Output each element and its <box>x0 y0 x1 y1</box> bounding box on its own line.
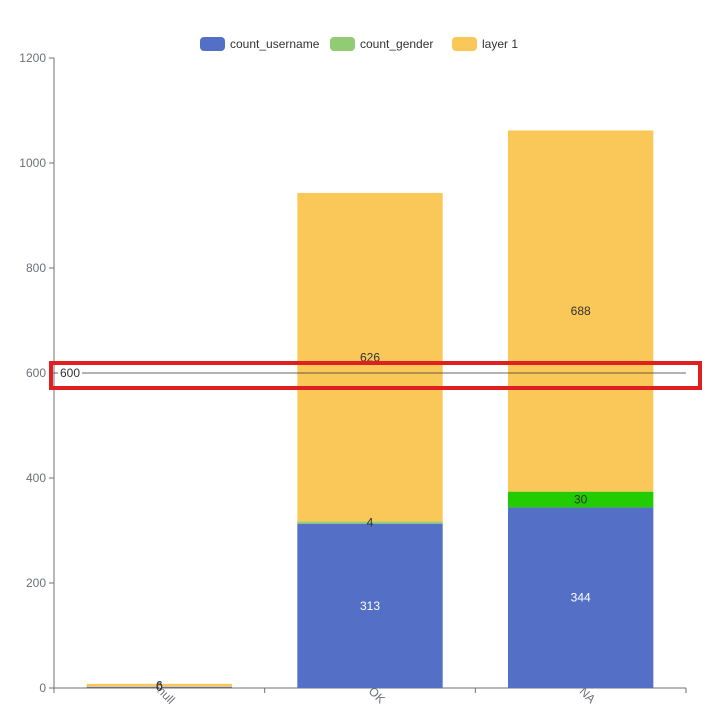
data-label: 6 <box>156 678 163 692</box>
bar-count_username-NA <box>507 507 654 688</box>
legend-swatch-count_username <box>200 37 225 51</box>
reference-label: 600 <box>60 366 80 380</box>
bars <box>86 130 654 688</box>
highlight-box <box>49 361 702 390</box>
y-axis: 0 200 400 600 800 1000 1200 <box>19 51 55 695</box>
data-label: 4 <box>367 516 374 530</box>
data-label: 30 <box>574 493 588 507</box>
bar-count_username-OK <box>297 523 443 688</box>
data-labels: 206 313 4 626 344 30 688 <box>156 304 591 694</box>
bar-layer-1-NA <box>507 130 654 492</box>
data-label: 626 <box>360 350 380 364</box>
bar-count_gender-NA <box>507 491 654 508</box>
y-tick-label: 0 <box>39 681 46 695</box>
y-tick-label: 600 <box>26 366 46 380</box>
legend-swatch-layer-1 <box>452 37 477 51</box>
bar-layer-1-OK <box>297 192 443 522</box>
legend-label: layer 1 <box>482 37 518 51</box>
data-label: 2 <box>156 680 163 694</box>
y-tick-label: 1000 <box>19 156 46 170</box>
legend-label: count_username <box>230 37 320 51</box>
data-label: 313 <box>360 599 380 613</box>
y-tick-label: 1200 <box>19 51 46 65</box>
bar-layer-1-null <box>86 683 233 687</box>
legend-label: count_gender <box>360 37 433 51</box>
data-label: 688 <box>571 304 591 318</box>
data-label: 0 <box>156 680 163 694</box>
y-tick-label: 800 <box>26 261 46 275</box>
bar-count_username-null <box>86 686 233 688</box>
reference-label-bg <box>58 369 82 378</box>
y-tick-label: 200 <box>26 576 46 590</box>
y-tick-label: 400 <box>26 471 46 485</box>
data-label: 344 <box>571 591 591 605</box>
legend-swatch-count_gender <box>330 37 355 51</box>
bar-count_gender-OK <box>297 521 443 524</box>
legend: count_username count_gender layer 1 <box>200 37 518 51</box>
reference-line-group: 600 <box>49 361 702 390</box>
